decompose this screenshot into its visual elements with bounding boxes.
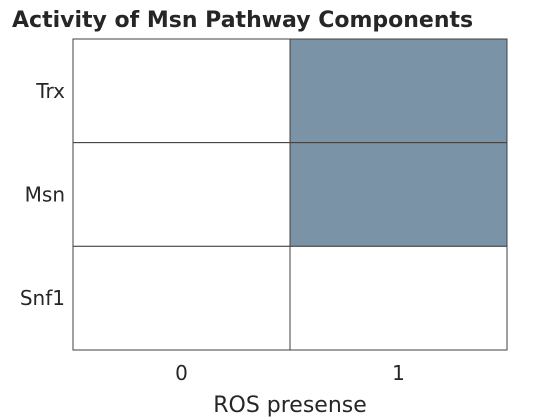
y-tick-labels: Trx Msn Snf1 — [20, 79, 65, 310]
heatmap-cells — [72, 38, 508, 351]
heatmap-cell-snf1-1 — [289, 245, 508, 351]
heatmap-cell-trx-1 — [289, 38, 508, 144]
heatmap-cell-snf1-0 — [72, 245, 291, 351]
heatmap-cell-msn-0 — [72, 142, 291, 247]
x-axis-label: ROS presense — [213, 393, 367, 418]
x-tick-label-0: 0 — [175, 361, 188, 385]
chart-title: Activity of Msn Pathway Components — [12, 8, 473, 33]
heatmap-cell-trx-0 — [72, 38, 291, 144]
y-tick-label-snf1: Snf1 — [20, 286, 65, 310]
y-tick-label-msn: Msn — [25, 183, 65, 207]
x-tick-label-1: 1 — [392, 361, 405, 385]
heatmap-cell-msn-1 — [289, 142, 508, 247]
y-tick-label-trx: Trx — [35, 79, 65, 103]
